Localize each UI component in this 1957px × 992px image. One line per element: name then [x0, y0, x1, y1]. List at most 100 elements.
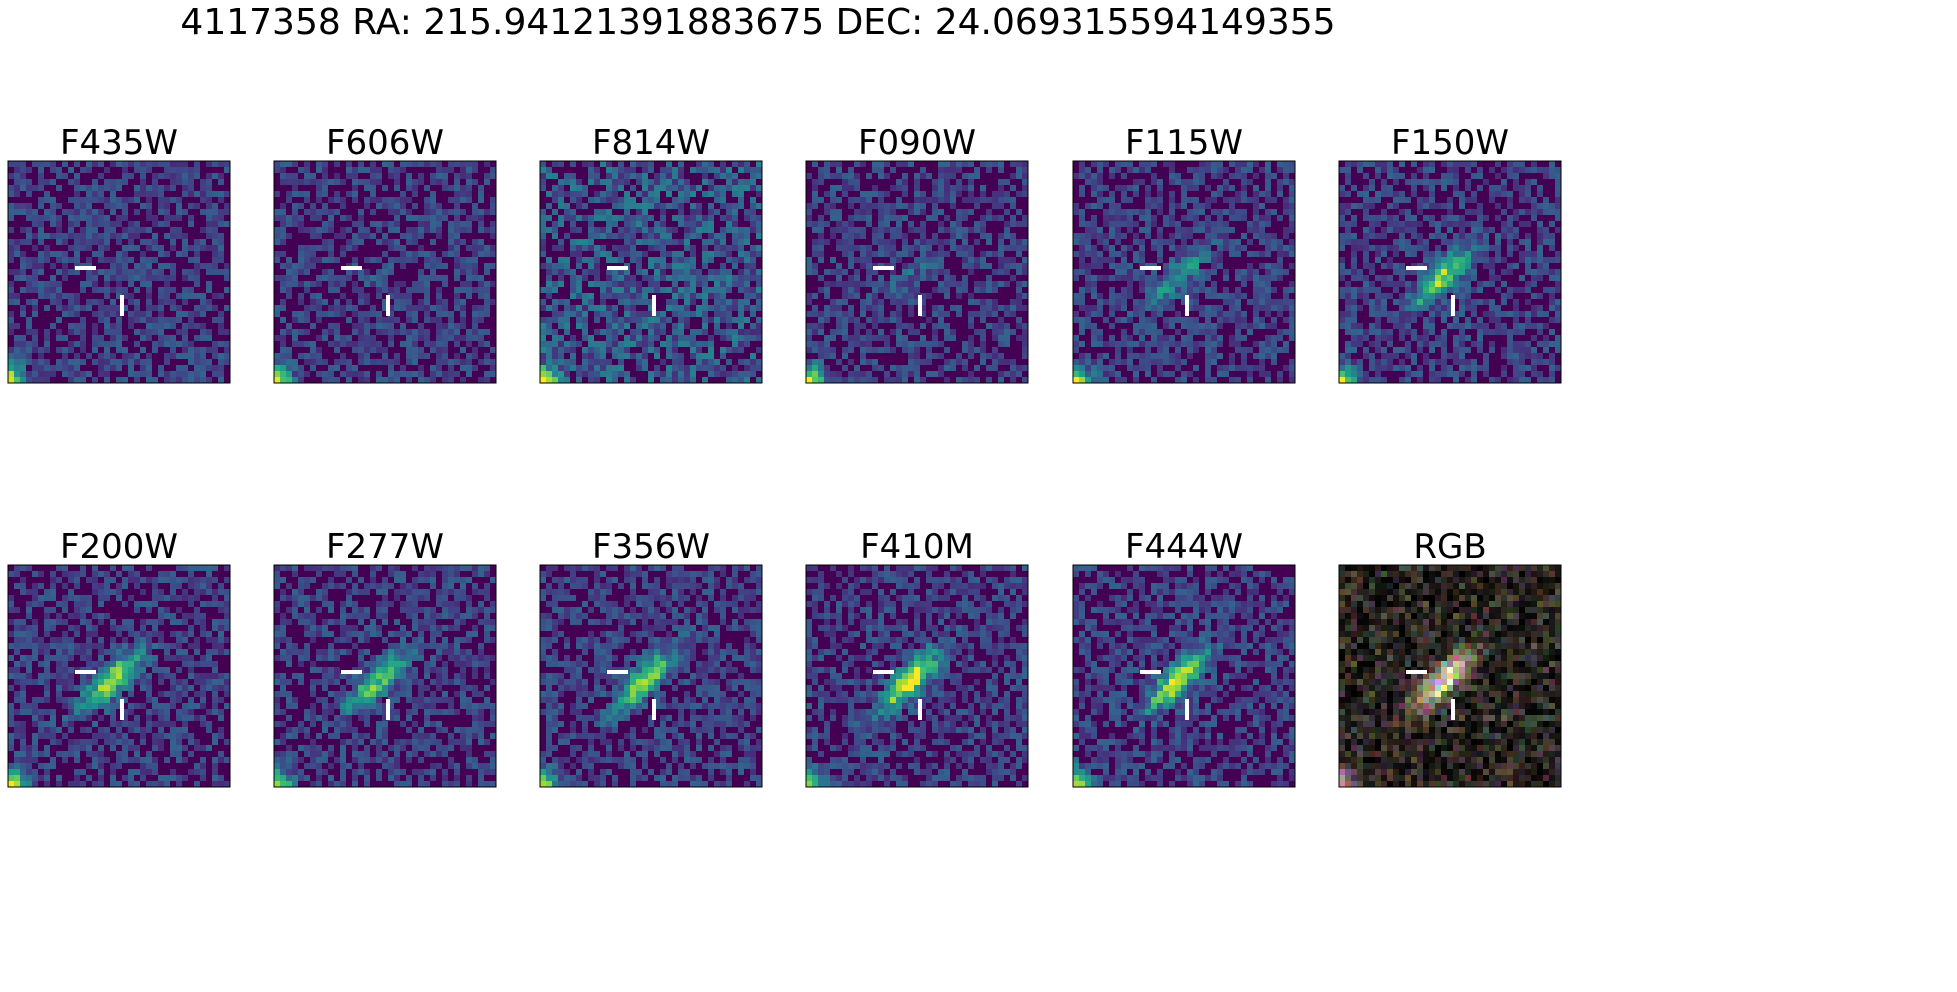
pixel — [104, 287, 111, 294]
pixel — [436, 221, 443, 228]
pixel — [558, 269, 565, 276]
pixel — [618, 323, 625, 330]
pixel — [926, 239, 933, 246]
pixel — [466, 167, 473, 174]
pixel — [684, 239, 691, 246]
pixel — [938, 221, 945, 228]
pixel — [98, 251, 105, 258]
pixel — [654, 323, 661, 330]
pixel — [212, 215, 219, 222]
pixel — [152, 257, 159, 264]
pixel — [322, 299, 329, 306]
pixel — [32, 233, 39, 240]
pixel — [346, 269, 353, 276]
pixel — [316, 233, 323, 240]
pixel — [1016, 293, 1023, 300]
pixel — [68, 167, 75, 174]
pixel — [206, 269, 213, 276]
pixel — [352, 167, 359, 174]
pixel — [400, 353, 407, 360]
pixel — [322, 275, 329, 282]
pixel — [406, 245, 413, 252]
pixel — [8, 245, 15, 252]
pixel — [890, 239, 897, 246]
pixel — [696, 281, 703, 288]
pixel — [146, 203, 153, 210]
pixel — [902, 293, 909, 300]
pixel — [418, 239, 425, 246]
pixel — [164, 209, 171, 216]
pixel — [806, 269, 813, 276]
pixel — [376, 371, 383, 378]
pixel — [466, 335, 473, 342]
pixel — [836, 287, 843, 294]
pixel — [606, 371, 613, 378]
pixel — [600, 299, 607, 306]
pixel — [218, 317, 225, 324]
pixel — [648, 269, 655, 276]
pixel — [660, 203, 667, 210]
pixel — [992, 179, 999, 186]
pixel — [630, 305, 637, 312]
pixel — [624, 281, 631, 288]
pixel — [224, 299, 231, 306]
pixel — [750, 353, 757, 360]
pixel — [62, 257, 69, 264]
pixel — [80, 329, 87, 336]
pixel — [304, 233, 311, 240]
pixel — [218, 323, 225, 330]
pixel — [20, 377, 27, 384]
pixel — [442, 257, 449, 264]
pixel — [720, 245, 727, 252]
pixel — [44, 323, 51, 330]
pixel — [998, 227, 1005, 234]
pixel — [188, 185, 195, 192]
pixel — [212, 305, 219, 312]
pixel — [194, 305, 201, 312]
pixel — [286, 311, 293, 318]
pixel — [14, 221, 21, 228]
pixel — [110, 179, 117, 186]
pixel — [176, 335, 183, 342]
pixel — [8, 197, 15, 204]
pixel — [478, 287, 485, 294]
pixel — [992, 233, 999, 240]
pixel — [956, 215, 963, 222]
pixel — [176, 371, 183, 378]
pixel — [406, 179, 413, 186]
pixel — [588, 299, 595, 306]
pixel — [224, 269, 231, 276]
pixel — [212, 335, 219, 342]
pixel — [552, 353, 559, 360]
pixel — [32, 323, 39, 330]
pixel — [576, 239, 583, 246]
pixel — [642, 311, 649, 318]
pixel — [630, 239, 637, 246]
pixel — [690, 311, 697, 318]
pixel — [212, 353, 219, 360]
pixel — [660, 305, 667, 312]
pixel — [206, 329, 213, 336]
pixel — [696, 329, 703, 336]
pixel — [624, 173, 631, 180]
pixel — [424, 329, 431, 336]
pixel — [328, 293, 335, 300]
pixel — [376, 299, 383, 306]
pixel — [920, 233, 927, 240]
pixel — [442, 341, 449, 348]
pixel — [454, 275, 461, 282]
pixel — [484, 179, 491, 186]
pixel — [376, 257, 383, 264]
pixel — [944, 185, 951, 192]
pixel — [134, 311, 141, 318]
pixel — [588, 209, 595, 216]
pixel — [648, 239, 655, 246]
pixel — [104, 341, 111, 348]
pixel — [44, 353, 51, 360]
pixel — [412, 257, 419, 264]
pixel — [382, 371, 389, 378]
pixel — [702, 335, 709, 342]
pixel — [618, 287, 625, 294]
pixel — [152, 341, 159, 348]
pixel — [334, 353, 341, 360]
